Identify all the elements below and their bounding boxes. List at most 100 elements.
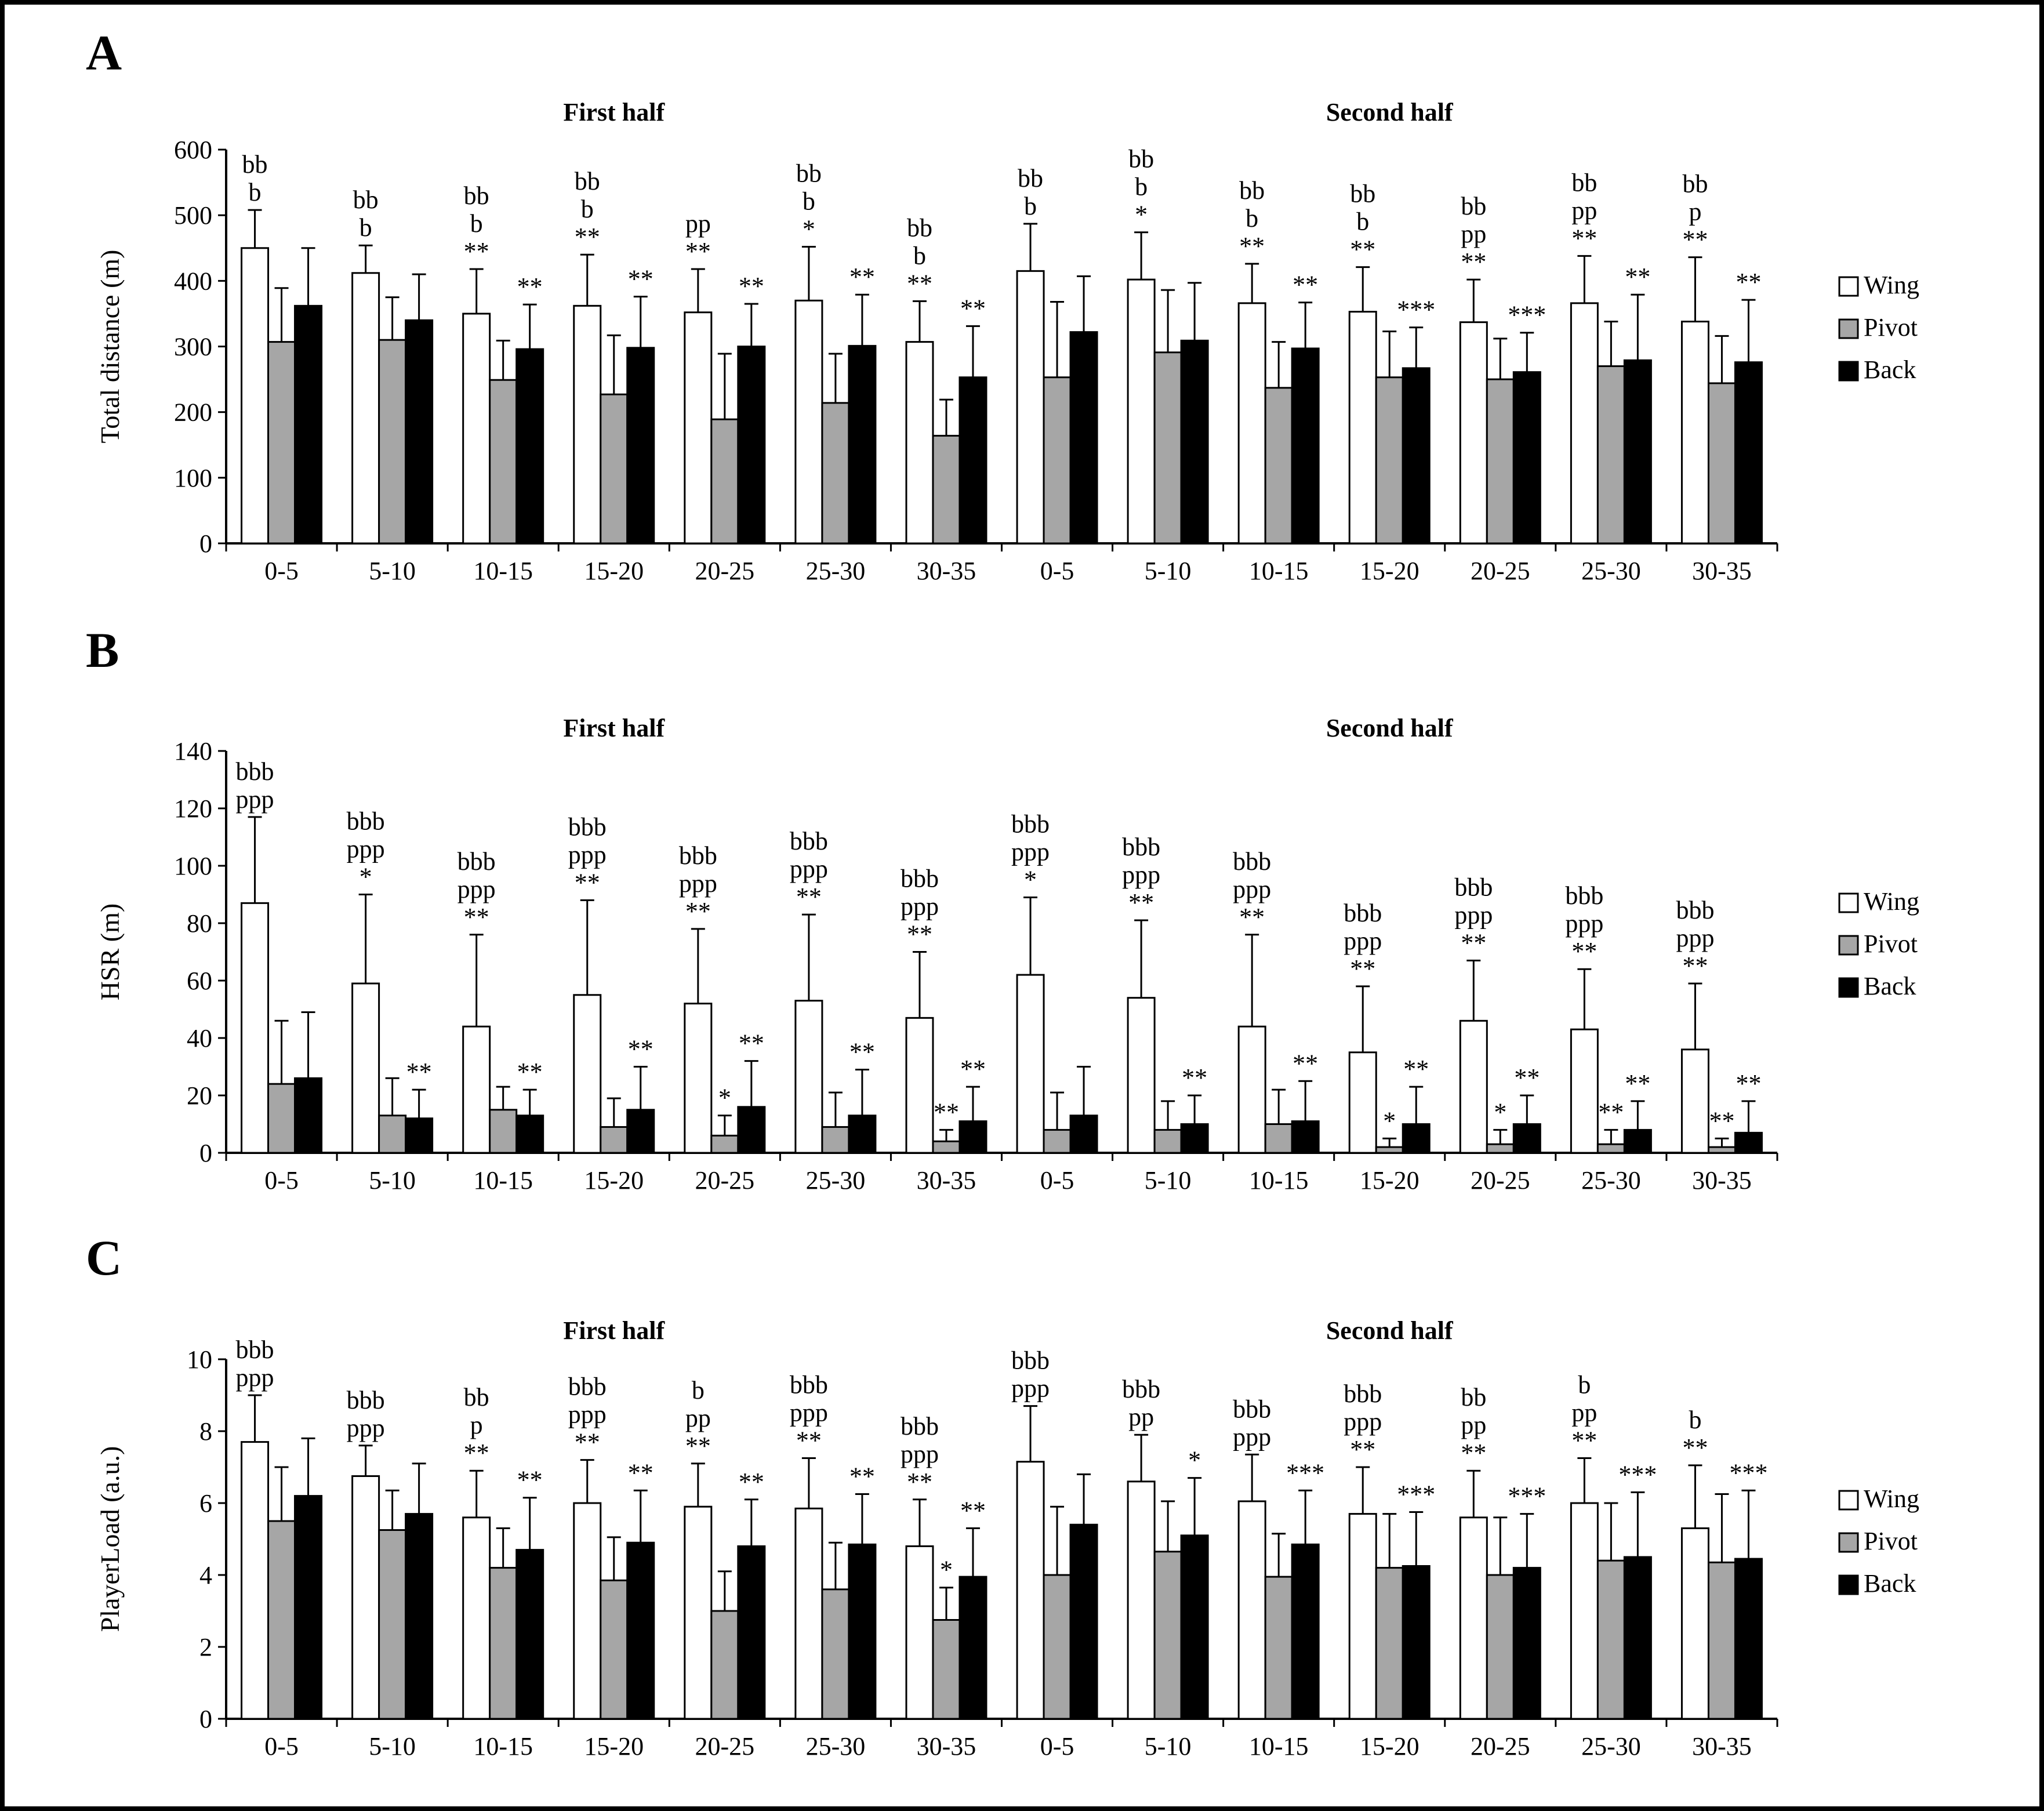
x-category-label: 25-30 bbox=[1581, 557, 1641, 585]
legend-swatch-back bbox=[1838, 977, 1859, 998]
y-tick-label: 40 bbox=[187, 1024, 212, 1053]
significance-annotation: ppp bbox=[790, 855, 828, 883]
significance-annotation: ** bbox=[1461, 1439, 1486, 1467]
significance-annotation: bbb bbox=[1233, 1395, 1271, 1423]
legend-label-back: Back bbox=[1864, 355, 1916, 384]
x-category-label: 10-15 bbox=[1249, 1166, 1309, 1195]
x-category-label: 25-30 bbox=[806, 1732, 866, 1761]
bar-back bbox=[405, 319, 434, 545]
significance-annotation: * bbox=[718, 1084, 731, 1112]
bar-pivot bbox=[600, 393, 629, 545]
x-category-label: 25-30 bbox=[806, 557, 866, 585]
significance-annotation: ** bbox=[1350, 1435, 1375, 1464]
bar-pivot bbox=[1707, 1561, 1736, 1720]
bar-wing bbox=[1127, 997, 1156, 1154]
bar-back bbox=[294, 304, 323, 545]
x-category-label: 10-15 bbox=[1249, 1732, 1309, 1761]
significance-annotation: * bbox=[1135, 201, 1148, 229]
significance-annotation: ** bbox=[575, 1428, 600, 1457]
significance-annotation: ** bbox=[1514, 1064, 1540, 1092]
significance-annotation: b bbox=[470, 209, 483, 238]
bar-wing bbox=[684, 1003, 713, 1154]
significance-annotation: *** bbox=[1397, 296, 1435, 324]
bar-back bbox=[1734, 361, 1763, 545]
significance-annotation: bbb bbox=[1454, 873, 1493, 901]
significance-annotation: ** bbox=[960, 1496, 986, 1525]
y-tick-label: 200 bbox=[174, 398, 212, 427]
y-tick-label: 6 bbox=[199, 1489, 212, 1518]
bar-pivot bbox=[489, 379, 518, 545]
bar-back bbox=[959, 1576, 987, 1720]
bar-pivot bbox=[1707, 1146, 1736, 1154]
x-category-label: 15-20 bbox=[1360, 1732, 1419, 1761]
legend-swatch-back bbox=[1838, 361, 1859, 382]
section-title: First half bbox=[563, 714, 665, 742]
bar-back bbox=[1180, 1123, 1209, 1154]
x-category-label: 5-10 bbox=[1145, 557, 1192, 585]
significance-annotation: ** bbox=[685, 897, 711, 926]
bar-pivot bbox=[1264, 1123, 1293, 1154]
significance-annotation: bb bbox=[796, 159, 822, 187]
significance-annotation: ** bbox=[517, 1058, 543, 1086]
significance-annotation: * bbox=[1494, 1098, 1506, 1126]
bar-back bbox=[737, 346, 766, 545]
bar-back bbox=[1402, 1565, 1431, 1720]
significance-annotation: ** bbox=[464, 1439, 489, 1467]
significance-annotation: ppp bbox=[347, 835, 385, 863]
legend-label-pivot: Pivot bbox=[1864, 1527, 1918, 1555]
bar-back bbox=[294, 1077, 323, 1154]
bar-wing bbox=[1459, 321, 1488, 545]
significance-annotation: bb bbox=[1461, 192, 1486, 220]
significance-annotation: bb bbox=[907, 213, 932, 242]
x-category-label: 5-10 bbox=[1145, 1166, 1192, 1195]
bar-wing bbox=[1680, 1527, 1709, 1720]
significance-annotation: b bbox=[1024, 192, 1037, 220]
significance-annotation: bb bbox=[464, 1383, 489, 1411]
bar-wing bbox=[351, 982, 380, 1154]
significance-annotation: ** bbox=[1736, 1069, 1761, 1098]
bar-back bbox=[959, 376, 987, 545]
significance-annotation: b bbox=[803, 187, 815, 215]
bar-back bbox=[848, 1115, 877, 1154]
significance-annotation: ** bbox=[1403, 1055, 1429, 1083]
bar-pivot bbox=[1375, 1146, 1404, 1154]
bar-pivot bbox=[710, 1134, 739, 1154]
bar-pivot bbox=[1707, 382, 1736, 545]
section-title: Second half bbox=[1326, 714, 1454, 742]
significance-annotation: bbb bbox=[568, 812, 607, 841]
significance-annotation: bbb bbox=[901, 865, 939, 893]
significance-annotation: bb bbox=[464, 182, 489, 210]
significance-annotation: bbb bbox=[1011, 1347, 1050, 1375]
significance-annotation: ** bbox=[849, 1037, 875, 1066]
bar-wing bbox=[1348, 311, 1377, 545]
x-category-label: 30-35 bbox=[917, 1732, 976, 1761]
bar-pivot bbox=[600, 1126, 629, 1154]
x-category-label: 0-5 bbox=[1040, 1732, 1074, 1761]
bar-wing bbox=[1016, 974, 1045, 1154]
legend-label-pivot: Pivot bbox=[1864, 930, 1918, 958]
y-tick-label: 0 bbox=[199, 529, 212, 558]
bar-pivot bbox=[1153, 1128, 1182, 1154]
bar-wing bbox=[573, 304, 602, 545]
significance-annotation: ** bbox=[849, 263, 875, 291]
panel-letter: A bbox=[86, 25, 122, 81]
significance-annotation: bb bbox=[1018, 164, 1043, 193]
bar-pivot bbox=[489, 1109, 518, 1154]
significance-annotation: ppp bbox=[1454, 901, 1493, 929]
y-tick-label: 100 bbox=[174, 852, 212, 880]
significance-annotation: ** bbox=[1682, 1433, 1708, 1462]
significance-annotation: ** bbox=[685, 1432, 711, 1460]
significance-annotation: p bbox=[470, 1411, 483, 1439]
bar-back bbox=[515, 348, 544, 545]
significance-annotation: ** bbox=[464, 237, 489, 266]
significance-annotation: ppp bbox=[1011, 837, 1050, 866]
significance-annotation: pp bbox=[1571, 196, 1597, 224]
bar-pivot bbox=[821, 1588, 850, 1720]
bar-pivot bbox=[378, 1529, 407, 1720]
y-axis-label: HSR (m) bbox=[95, 903, 125, 1000]
significance-annotation: ppp bbox=[236, 785, 274, 814]
significance-annotation: ** bbox=[1350, 955, 1375, 983]
x-category-label: 10-15 bbox=[473, 1166, 533, 1195]
significance-annotation: ** bbox=[406, 1058, 432, 1086]
